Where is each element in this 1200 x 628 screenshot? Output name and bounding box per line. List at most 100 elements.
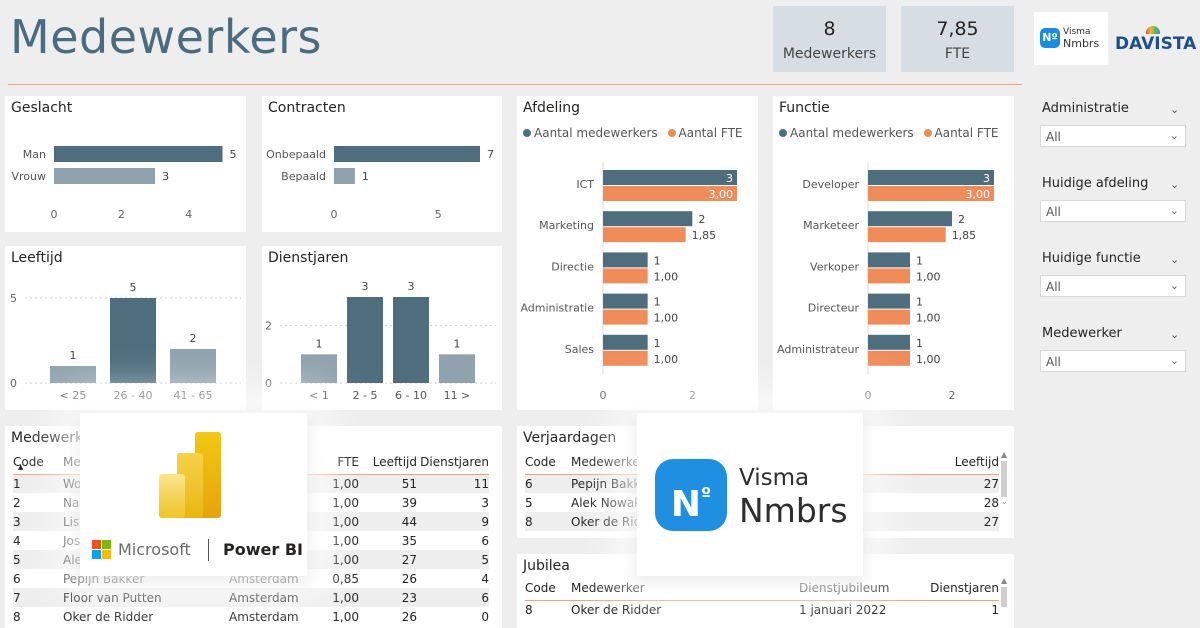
col-code[interactable]: Code	[525, 454, 556, 469]
functie-title: Functie	[779, 100, 830, 116]
table-cell: 1,00	[332, 609, 359, 624]
col-medewerker[interactable]: Medewerker	[571, 580, 645, 595]
slicer-medewerker-label: Medewerker	[1042, 326, 1122, 341]
table-row[interactable]: 7 Floor van Putten Amsterdam 1,00 23 6	[13, 588, 489, 607]
data-label: 3	[362, 280, 369, 293]
data-label: 5	[130, 281, 137, 294]
bar	[54, 168, 156, 184]
bar	[50, 366, 96, 383]
functie-legend: Aantal medewerkers Aantal FTE	[779, 126, 998, 140]
table-row[interactable]: 8 Oker de Ridder Amsterdam 1,00 26 0	[13, 607, 489, 626]
functie-chart: Developer 3 3,00 Marketeer 2 1,85 Verkoper 1 1,0…	[777, 162, 994, 402]
powerbi-bars-icon	[159, 432, 221, 518]
data-label: 1,00	[654, 353, 679, 366]
col-code[interactable]: Code	[13, 454, 44, 469]
chevron-down-icon: ⌄	[1169, 279, 1179, 292]
bar	[170, 349, 216, 383]
slicer-administratie-dropdown[interactable]: All ⌄	[1040, 125, 1186, 147]
category-label: Onbepaald	[266, 148, 326, 161]
data-label: 1,00	[916, 312, 941, 325]
col-dienstjubileum[interactable]: Dienstjubileum	[799, 580, 890, 595]
category-label: 6 - 10	[395, 389, 427, 402]
col-leeftijd[interactable]: Leeftijd	[372, 454, 417, 469]
scrollbar-thumb[interactable]	[1001, 461, 1007, 497]
col-dienstjaren[interactable]: Dienstjaren	[420, 454, 489, 469]
col-medewerker[interactable]: Medewerker	[571, 454, 645, 469]
bar	[868, 309, 910, 325]
table-cell: 1,00	[332, 533, 359, 548]
tick-label: 0	[865, 389, 872, 402]
tick-label: 0	[51, 208, 58, 221]
category-label: Bepaald	[281, 170, 326, 183]
table-row[interactable]: 4 Jos 1,00 35 6	[13, 531, 489, 550]
contracten-card: Contracten Onbepaald 7 Bepaald 1 0 5	[262, 96, 502, 232]
table-cell: 5	[525, 495, 533, 510]
tick-label: 5	[435, 208, 442, 221]
table-row[interactable]: 2 Na 1,00 39 3	[13, 493, 489, 512]
slicer-medewerker-dropdown[interactable]: All ⌄	[1040, 350, 1186, 372]
bar	[868, 268, 910, 284]
bar	[603, 268, 648, 284]
chevron-down-icon[interactable]: ⌄	[1170, 328, 1180, 341]
bar	[868, 227, 946, 243]
table-cell: 1,00	[332, 552, 359, 567]
data-label: 1	[916, 296, 923, 309]
bar	[603, 227, 686, 243]
slicer-functie-dropdown[interactable]: All ⌄	[1040, 275, 1186, 297]
medewerkers-table-title: Medewerke	[11, 430, 92, 446]
sort-asc-icon[interactable]: ▲	[18, 463, 24, 471]
slicer-afdeling-dropdown[interactable]: All ⌄	[1040, 200, 1186, 222]
table-row[interactable]: 8 Oker de Ridder 1 januari 2022 1	[525, 600, 999, 619]
table-cell: 0,85	[332, 571, 359, 586]
scroll-up-icon[interactable]: ▲	[1001, 450, 1008, 459]
category-label: 11 >	[444, 389, 471, 402]
table-cell: Oker de Ridd	[571, 514, 649, 529]
col-code[interactable]: Code	[525, 580, 556, 595]
col-medewerker[interactable]: Me	[63, 454, 81, 469]
tick-label: 5	[10, 292, 17, 305]
col-fte[interactable]: FTE	[337, 454, 359, 469]
bar	[334, 146, 480, 162]
table-cell: 27	[401, 552, 417, 567]
table-cell: 9	[481, 514, 489, 529]
category-label: < 1	[309, 389, 329, 402]
table-cell: 35	[401, 533, 417, 548]
slicer-functie-label: Huidige functie	[1042, 251, 1141, 266]
bar	[334, 168, 355, 184]
scrollbar[interactable]: ▲	[1001, 576, 1008, 626]
col-leeftijd[interactable]: Leeftijd	[954, 454, 999, 469]
bar	[603, 350, 648, 366]
data-label: 1	[916, 254, 923, 267]
scroll-down-icon[interactable]: ⌄	[1001, 497, 1008, 506]
category-label: 41 - 65	[174, 389, 213, 402]
table-cell: 1 januari 2022	[799, 602, 887, 617]
functie-card: Functie Aantal medewerkers Aantal FTE De…	[773, 96, 1014, 410]
data-label: 3	[983, 172, 990, 185]
slicer-functie-value: All	[1046, 280, 1061, 294]
scrollbar-thumb[interactable]	[1001, 587, 1007, 607]
table-cell: 8	[525, 514, 533, 529]
chevron-down-icon[interactable]: ⌄	[1170, 253, 1180, 266]
chevron-down-icon[interactable]: ⌄	[1170, 103, 1180, 116]
category-label: Administratie	[520, 302, 594, 315]
chevron-down-icon[interactable]: ⌄	[1170, 178, 1180, 191]
bar	[868, 293, 910, 309]
kpi-medewerkers-card: 8 Medewerkers	[773, 6, 886, 72]
data-label: 1	[70, 349, 77, 362]
legend-medewerkers: Aantal medewerkers	[534, 126, 658, 140]
kpi-fte-value: 7,85	[936, 18, 979, 40]
data-label: 3	[408, 280, 415, 293]
dienstjaren-title: Dienstjaren	[268, 250, 349, 266]
powerbi-logo-overlay: Microsoft Power BI	[80, 413, 307, 576]
table-row[interactable]: 5 Alek Nowak 28	[525, 493, 999, 512]
table-cell: 27	[983, 476, 999, 491]
afdeling-chart: ICT 3 3,00 Marketing 2 1,85 Directie 1 1,00 Admin…	[520, 162, 737, 402]
table-cell: 6	[13, 571, 21, 586]
data-label: 1	[654, 296, 661, 309]
col-dienstjaren[interactable]: Dienstjaren	[930, 580, 999, 595]
geslacht-title: Geslacht	[11, 100, 73, 116]
contracten-title: Contracten	[268, 100, 346, 116]
tick-label: 0	[10, 377, 17, 390]
scroll-up-icon[interactable]: ▲	[1001, 576, 1008, 585]
scrollbar[interactable]: ▲ ⌄	[1001, 450, 1008, 530]
